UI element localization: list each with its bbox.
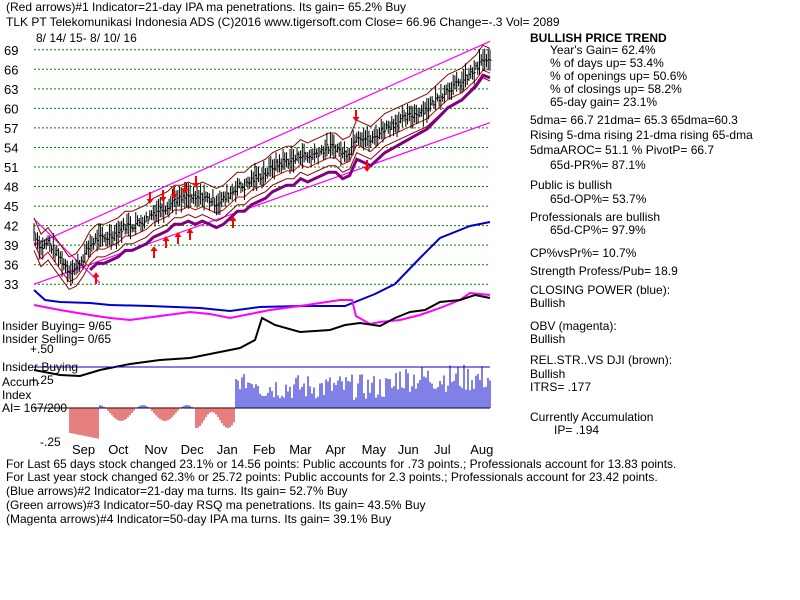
- month-label: May: [362, 442, 387, 457]
- sell-arrowhead: [146, 198, 154, 204]
- month-label: Jan: [217, 442, 238, 457]
- y-tick-label: 69: [4, 43, 18, 58]
- month-label: Feb: [253, 442, 275, 457]
- chart-title: TLK PT Telekomunikasi Indonesia ADS (C)2…: [6, 15, 560, 29]
- indicator-1-text: (Red arrows)#1 Indicator=21-day IPA ma p…: [6, 0, 406, 14]
- signal-arrows: [92, 110, 371, 284]
- buy-arrowhead: [186, 228, 194, 234]
- y-tick-label: 33: [4, 277, 18, 292]
- buy-arrowhead: [150, 246, 158, 252]
- gain-65: 65-day gain= 23.1%: [550, 95, 658, 109]
- rising-mas: Rising 5-dma rising 21-dma rising 65-dma: [530, 128, 753, 142]
- strength: Strength Profess/Pub= 18.9: [530, 264, 678, 278]
- itrs: ITRS= .177: [530, 380, 592, 394]
- y-tick-label: 45: [4, 199, 18, 214]
- y-tick-label: 51: [4, 160, 18, 175]
- years-gain: Year's Gain= 62.4%: [550, 43, 656, 57]
- ma65-line: [89, 73, 491, 271]
- cp65: 65d-CP%= 97.9%: [550, 223, 646, 237]
- accumulation-histogram: [69, 364, 491, 439]
- y-tick-label: 48: [4, 180, 18, 195]
- relstr-line: [33, 293, 491, 378]
- ip-value: IP= .194: [554, 423, 600, 437]
- dma-values: 5dma= 66.7 21dma= 65.3 65dma=60.3: [530, 113, 738, 127]
- obv-label: OBV (magenta):: [530, 319, 617, 333]
- y-axis-labels: 69 66 63 60 57 54 51 48 45 42 39 36 33: [4, 43, 18, 292]
- buy-arrowhead: [92, 272, 100, 278]
- rs-bullish: Bullish: [530, 367, 566, 381]
- cp-vs-pr: CP%vsPr%= 10.7%: [530, 246, 637, 260]
- footer-line-5: (Magenta arrows)#4 Indicator=50-day IPA …: [6, 512, 392, 526]
- month-label: Nov: [144, 442, 168, 457]
- trend-channels: [33, 40, 491, 291]
- lower-band: [33, 77, 491, 291]
- y-tick-label: 54: [4, 140, 18, 155]
- accum-label: Accum: [2, 375, 39, 389]
- y-tick-label: 36: [4, 258, 18, 273]
- date-range: 8/ 14/ 15- 8/ 10/ 16: [36, 31, 137, 45]
- obv-bullish: Bullish: [530, 332, 566, 346]
- sell-arrowhead: [352, 116, 360, 122]
- y-tick-label: 63: [4, 82, 18, 97]
- month-label: Aug: [470, 442, 493, 457]
- month-label: Dec: [181, 442, 205, 457]
- closings-up: % of closings up= 58.2%: [550, 82, 682, 96]
- y-tick-label: 60: [4, 101, 18, 116]
- currently-label: Currently Accumulation: [530, 410, 654, 424]
- month-label: Sep: [72, 442, 95, 457]
- insider-buying-label: Insider Buying= 9/65: [2, 319, 112, 333]
- relstr-label: REL.STR..VS DJI (brown):: [530, 353, 673, 367]
- y-tick-label: 42: [4, 219, 18, 234]
- footer-line-1: For Last 65 days stock changed 23.1% or …: [6, 457, 677, 471]
- y-tick-label: 39: [4, 238, 18, 253]
- buy-arrowhead: [174, 232, 182, 238]
- sell-arrowhead: [159, 196, 167, 202]
- buy-arrowhead: [162, 236, 170, 242]
- sell-arrowhead: [170, 193, 178, 199]
- closing-power-line: [33, 221, 491, 313]
- openings-up: % of openings up= 50.6%: [550, 69, 688, 83]
- y-tick-label: 66: [4, 62, 18, 77]
- professionals-status: Professionals are bullish: [530, 210, 661, 224]
- op65: 65d-OP%= 53.7%: [550, 192, 647, 206]
- sell-arrowhead: [192, 182, 200, 188]
- month-label: Oct: [108, 442, 129, 457]
- month-label: Mar: [289, 442, 312, 457]
- days-up: % of days up= 53.4%: [550, 56, 664, 70]
- upper-band: [33, 44, 491, 258]
- public-status: Public is bullish: [530, 178, 613, 192]
- ai-label: AI= 167/200: [2, 401, 68, 415]
- month-label: Jun: [398, 442, 419, 457]
- footer-line-2: For Last year stock changed 62.3% or 25.…: [6, 470, 658, 484]
- footer-line-3: (Blue arrows)#2 Indicator=21-day ma turn…: [6, 484, 348, 498]
- y-tick-label: 57: [4, 121, 18, 136]
- plus50-label: +.50: [30, 342, 54, 356]
- insider-selling-label: Insider Selling= 0/65: [2, 332, 112, 346]
- x-axis-months: Sep Oct Nov Dec Jan Feb Mar Apr May Jun Jul Aug: [72, 442, 493, 457]
- month-label: Jul: [434, 442, 451, 457]
- aroc: 5dmaAROC= 51.1 % PivotP= 66.7: [530, 143, 715, 157]
- buy-arrowhead: [229, 216, 237, 222]
- sell-arrowhead: [363, 166, 371, 172]
- cp-bullish: Bullish: [530, 296, 566, 310]
- pr65: 65d-PR%= 87.1%: [550, 158, 646, 172]
- insider-buying2-label: Insider Buying: [2, 360, 79, 374]
- index-label: Index: [2, 388, 32, 402]
- upper-channel: [33, 40, 491, 246]
- month-label: Apr: [325, 442, 346, 457]
- trend-title: BULLISH PRICE TREND: [530, 31, 667, 45]
- obv-line: [33, 291, 491, 326]
- footer-line-4: (Green arrows)#3 Indicator=50-day RSQ ma…: [6, 498, 426, 512]
- sell-arrowhead: [181, 188, 189, 194]
- minus25-label: -.25: [40, 435, 61, 449]
- price-bars: [33, 48, 492, 287]
- lower-channel: [33, 122, 491, 285]
- plus25-label: +.25: [30, 373, 54, 387]
- closing-power-label: CLOSING POWER (blue):: [530, 283, 671, 297]
